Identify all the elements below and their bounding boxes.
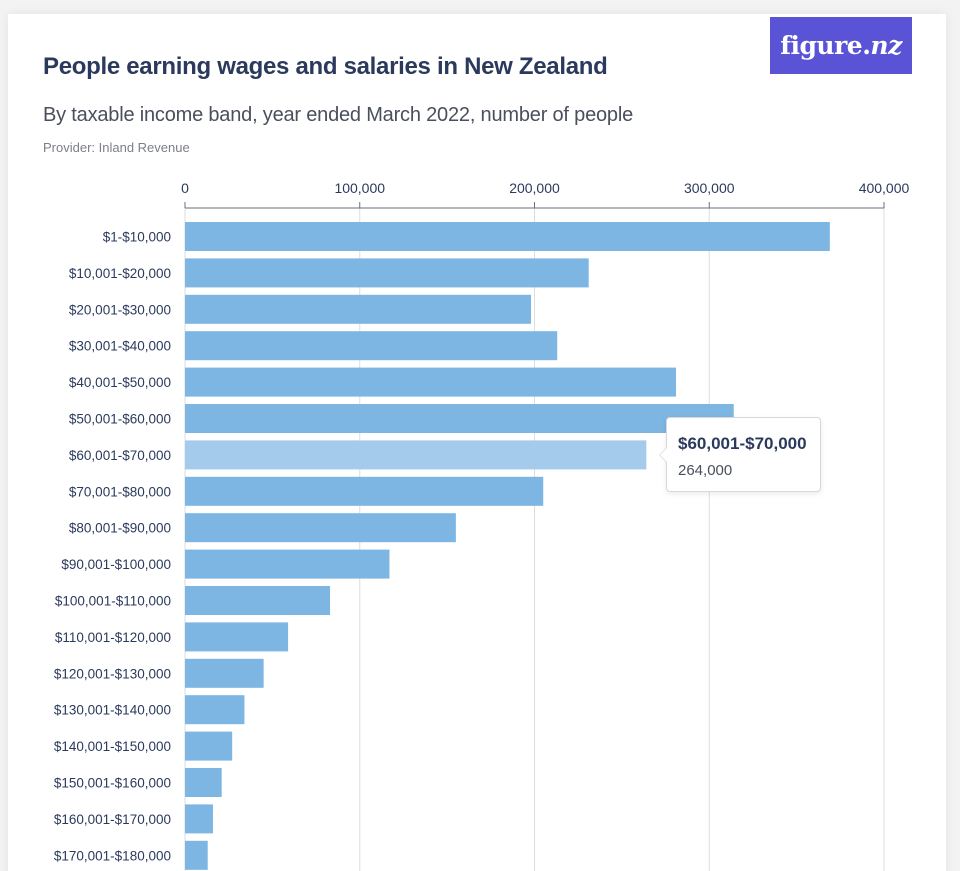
category-label: $80,001-$90,000 xyxy=(69,521,171,536)
bar[interactable] xyxy=(185,476,544,506)
category-label: $20,001-$30,000 xyxy=(69,302,171,317)
category-label: $130,001-$140,000 xyxy=(54,703,171,718)
chart-subtitle: By taxable income band, year ended March… xyxy=(43,104,634,126)
category-label: $50,001-$60,000 xyxy=(69,412,171,427)
category-label: $140,001-$150,000 xyxy=(54,739,171,754)
bar[interactable] xyxy=(185,404,734,433)
bar[interactable] xyxy=(185,695,245,725)
category-label: $70,001-$80,000 xyxy=(69,484,171,499)
bar[interactable] xyxy=(185,513,456,543)
bar[interactable] xyxy=(185,549,390,579)
x-tick-label: 300,000 xyxy=(684,180,735,196)
category-label: $30,001-$40,000 xyxy=(69,339,171,354)
bar[interactable] xyxy=(185,331,558,361)
category-label: $60,001-$70,000 xyxy=(69,448,171,463)
chart-title: People earning wages and salaries in New… xyxy=(43,53,608,80)
figure-nz-logo[interactable]: figure. nz xyxy=(770,17,912,74)
bar[interactable] xyxy=(185,440,647,470)
bar[interactable] xyxy=(185,840,208,870)
category-label: $120,001-$130,000 xyxy=(54,666,171,681)
bar[interactable] xyxy=(185,367,677,397)
category-label: $160,001-$170,000 xyxy=(54,812,171,827)
category-label: $170,001-$180,000 xyxy=(54,848,171,863)
logo-text: figure. xyxy=(780,31,871,60)
bar[interactable] xyxy=(185,586,331,615)
chart-tooltip: $60,001-$70,000 264,000 xyxy=(659,417,821,492)
bar[interactable] xyxy=(185,258,589,288)
category-label: $150,001-$160,000 xyxy=(54,776,171,791)
bar[interactable] xyxy=(185,294,532,324)
bar[interactable] xyxy=(185,622,289,652)
tooltip-category: $60,001-$70,000 xyxy=(678,434,807,453)
x-tick-label: 400,000 xyxy=(859,180,910,196)
x-tick-label: 0 xyxy=(181,180,189,196)
provider-label: Provider: Inland Revenue xyxy=(43,140,190,155)
bar[interactable] xyxy=(185,731,233,761)
category-label: $100,001-$110,000 xyxy=(55,594,171,609)
category-label: $110,001-$120,000 xyxy=(55,630,171,645)
category-label: $40,001-$50,000 xyxy=(69,375,171,390)
tooltip-value: 264,000 xyxy=(678,462,733,479)
x-tick-label: 200,000 xyxy=(509,180,560,196)
x-tick-label: 100,000 xyxy=(334,180,385,196)
bar[interactable] xyxy=(185,768,222,797)
bar[interactable] xyxy=(185,222,830,251)
category-label: $10,001-$20,000 xyxy=(69,266,171,281)
category-label: $90,001-$100,000 xyxy=(61,557,171,572)
bar[interactable] xyxy=(185,658,264,688)
logo-text-italic: nz xyxy=(870,31,902,60)
category-label: $1-$10,000 xyxy=(103,230,171,245)
bar[interactable] xyxy=(185,804,213,834)
